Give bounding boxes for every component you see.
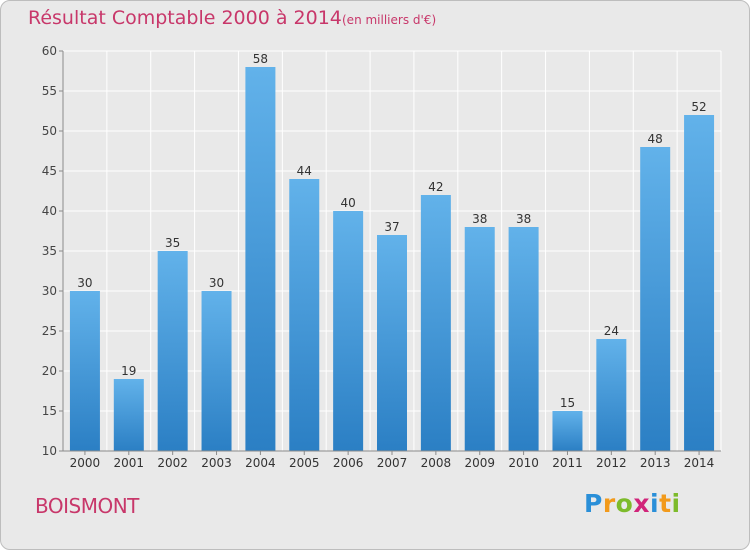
- value-label: 35: [165, 236, 180, 250]
- bar-2001: [113, 379, 144, 451]
- x-tick-label: 2003: [201, 456, 232, 470]
- proxiti-logo: Proxiti: [584, 489, 681, 518]
- x-tick-label: 2004: [245, 456, 276, 470]
- value-label: 40: [340, 196, 355, 210]
- x-tick-label: 2009: [464, 456, 495, 470]
- bar-2010: [508, 227, 539, 451]
- y-tick-label: 50: [42, 124, 57, 138]
- y-tick-label: 30: [42, 284, 57, 298]
- place-name: BOISMONT: [35, 494, 139, 518]
- y-tick-label: 60: [42, 44, 57, 58]
- bar-2005: [289, 179, 320, 451]
- logo-letter: P: [584, 489, 603, 518]
- y-tick-label: 20: [42, 364, 57, 378]
- bar-2011: [552, 411, 583, 451]
- value-label: 44: [297, 164, 312, 178]
- x-tick-label: 2010: [508, 456, 539, 470]
- value-label: 42: [428, 180, 443, 194]
- bar-2012: [596, 339, 627, 451]
- logo-letter: t: [659, 489, 672, 518]
- logo-letter: i: [671, 489, 681, 518]
- bar-2014: [684, 115, 715, 451]
- y-tick-label: 10: [42, 444, 57, 458]
- value-label: 38: [516, 212, 531, 226]
- chart-title: Résultat Comptable 2000 à 2014: [28, 7, 342, 29]
- value-label: 52: [691, 100, 706, 114]
- x-tick-label: 2000: [70, 456, 101, 470]
- value-label: 24: [604, 324, 619, 338]
- x-tick-label: 2008: [421, 456, 452, 470]
- y-tick-label: 25: [42, 324, 57, 338]
- bar-2008: [420, 195, 451, 451]
- y-tick-label: 35: [42, 244, 57, 258]
- x-tick-label: 2001: [114, 456, 145, 470]
- value-label: 37: [384, 220, 399, 234]
- x-tick-label: 2005: [289, 456, 320, 470]
- x-tick-label: 2011: [552, 456, 583, 470]
- value-label: 19: [121, 364, 136, 378]
- y-tick-label: 45: [42, 164, 57, 178]
- bar-2002: [157, 251, 188, 451]
- chart-subtitle: (en milliers d'€): [342, 13, 437, 27]
- bar-2003: [201, 291, 232, 451]
- y-tick-label: 55: [42, 84, 57, 98]
- x-tick-label: 2007: [377, 456, 408, 470]
- bar-2013: [640, 147, 671, 451]
- value-label: 48: [648, 132, 663, 146]
- logo-letter: i: [650, 489, 660, 518]
- x-tick-label: 2006: [333, 456, 364, 470]
- y-tick-label: 40: [42, 204, 57, 218]
- x-tick-label: 2002: [157, 456, 188, 470]
- value-label: 58: [253, 52, 268, 66]
- logo-letter: x: [633, 489, 650, 518]
- value-label: 30: [77, 276, 92, 290]
- value-label: 38: [472, 212, 487, 226]
- value-label: 15: [560, 396, 575, 410]
- bar-2007: [377, 235, 407, 451]
- x-tick-label: 2014: [684, 456, 715, 470]
- logo-letter: r: [602, 489, 616, 518]
- x-tick-label: 2012: [596, 456, 627, 470]
- value-label: 30: [209, 276, 224, 290]
- x-tick-label: 2013: [640, 456, 671, 470]
- logo-letter: o: [615, 489, 634, 518]
- bar-2009: [464, 227, 495, 451]
- bar-2006: [333, 211, 364, 451]
- bar-2000: [69, 291, 100, 451]
- bar-2004: [245, 67, 276, 451]
- y-tick-label: 15: [42, 404, 57, 418]
